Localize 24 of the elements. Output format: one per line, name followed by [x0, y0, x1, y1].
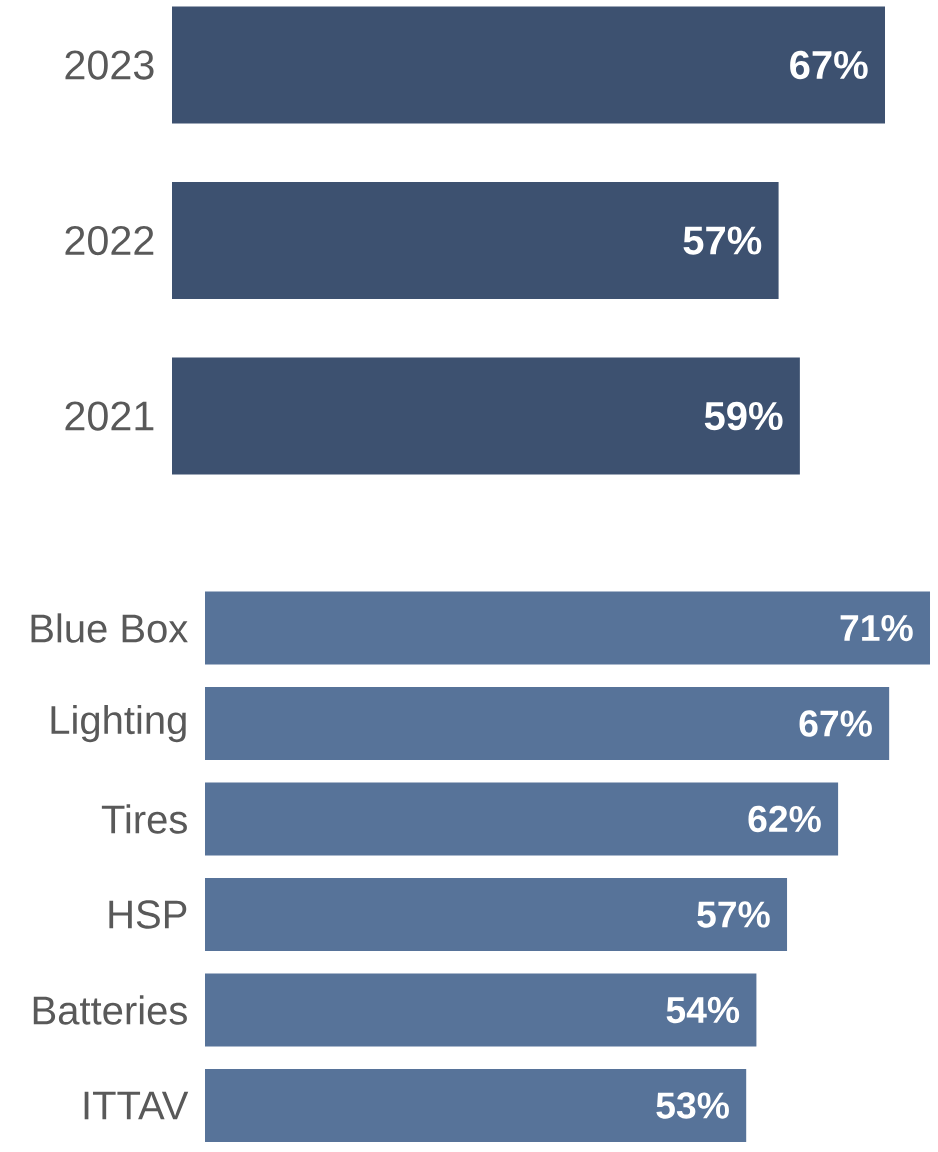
- data-label: 54%: [666, 996, 740, 1024]
- data-label: 67%: [790, 50, 868, 80]
- bar: [205, 1069, 747, 1143]
- bar: [205, 973, 757, 1047]
- y-tick-label: Lighting: [51, 704, 186, 743]
- data-label: 57%: [697, 901, 770, 928]
- y-tick-label: Blue Box: [31, 613, 188, 643]
- data-label: 57%: [683, 226, 762, 255]
- y-tick-label: HSP: [109, 900, 187, 929]
- data-label: 67%: [799, 710, 872, 737]
- y-tick-label: ITTAV: [84, 1091, 189, 1120]
- y-tick-label: 2021: [65, 401, 154, 431]
- data-label: 62%: [748, 805, 821, 833]
- data-label: 59%: [704, 401, 783, 431]
- data-label: 71%: [840, 614, 913, 642]
- bar: [205, 782, 839, 856]
- bar: [205, 878, 788, 952]
- bar: [205, 687, 890, 761]
- y-tick-label: 2023: [65, 50, 154, 80]
- y-tick-label: Tires: [101, 804, 187, 834]
- y-tick-label: Batteries: [33, 995, 187, 1025]
- y-tick-label: 2022: [65, 225, 154, 256]
- data-label: 53%: [656, 1092, 729, 1119]
- bar: [205, 591, 931, 665]
